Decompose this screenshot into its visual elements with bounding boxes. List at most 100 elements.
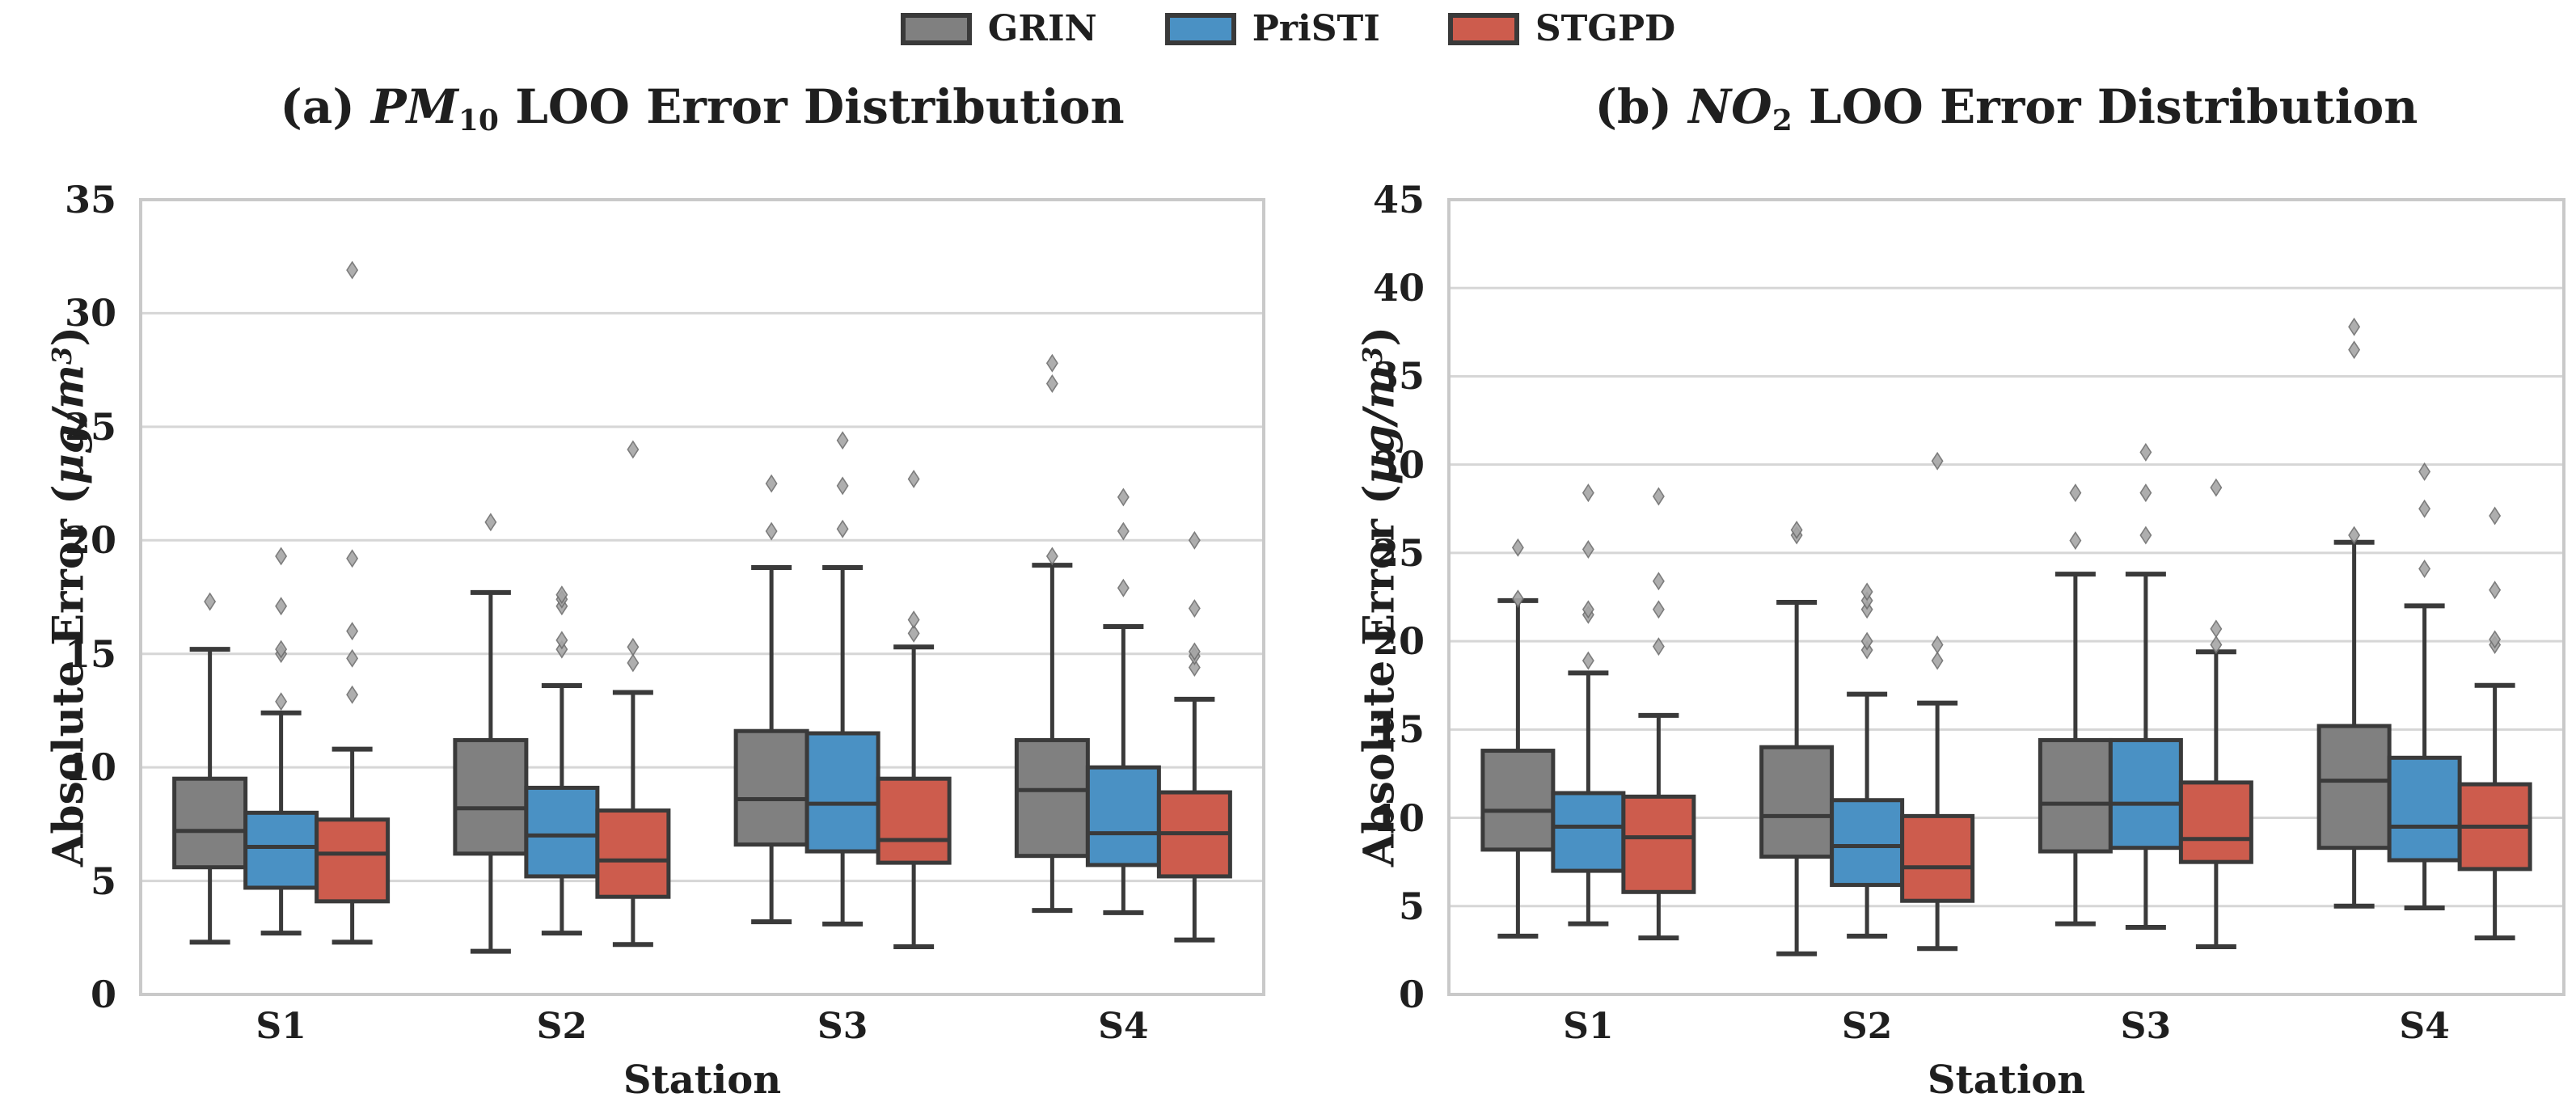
title-b-rest: LOO Error Distribution [1792,79,2418,134]
outlier-point [2210,478,2223,497]
chart-b-title: (b) NO2 LOO Error Distribution [1449,79,2564,137]
outlier-point [1581,600,1594,619]
legend: GRIN PriSTI STGPD [0,8,2576,50]
box-grin-s1 [1480,538,1556,939]
y-tick-label: 10 [64,745,116,790]
outlier-point [1188,658,1201,678]
stgpd-color-swatch [1447,13,1519,45]
outlier-point [2348,317,2361,336]
box-stgpd-s2 [1900,451,1975,952]
outlier-point [627,653,640,673]
title-a-subscript: 10 [458,103,499,137]
outlier-point [765,521,778,541]
outlier-point [2418,559,2431,579]
outlier-point [555,585,568,605]
outlier-point [2418,462,2431,481]
title-b-subscript: 2 [1772,103,1793,137]
outlier-point [346,685,359,704]
outlier-point [1581,483,1594,503]
outlier-point [1581,651,1594,670]
outlier-point [1188,642,1201,661]
x-tick-label: S1 [1563,1006,1614,1047]
box-pristi-s4 [2387,462,2462,910]
outlier-point [1045,547,1058,566]
y-tick-label: 15 [1372,707,1425,752]
outlier-point [1652,600,1665,619]
outlier-point [275,692,288,711]
outlier-point [765,474,778,493]
y-tick-label: 40 [1372,266,1425,310]
y-tick-label: 5 [1398,884,1425,928]
y-tick-label: 35 [64,178,116,222]
box-grin-s3 [733,474,809,925]
y-tick-label: 0 [1398,973,1425,1016]
outlier-point [555,631,568,650]
box-stgpd-s3 [2178,478,2253,950]
x-tick-label: S3 [817,1006,868,1047]
title-a-pollutant: PM [371,79,458,134]
title-b-prefix: (b) [1594,79,1689,134]
box-grin-s3 [2038,483,2113,927]
x-tick-label: S2 [1841,1006,1893,1047]
outlier-point [907,469,920,488]
box-stgpd-s3 [876,469,952,950]
grin-color-swatch [900,13,972,45]
outlier-point [2418,499,2431,518]
y-tick-label: 30 [1372,442,1425,487]
outlier-point [2489,580,2502,600]
outlier-point [2139,526,2152,545]
outlier-point [346,648,359,668]
box-pristi-s3 [2108,442,2183,930]
box-pristi-s2 [524,585,600,936]
x-tick-label: S4 [2399,1006,2450,1047]
outlier-point [1652,572,1665,591]
box-stgpd-s2 [595,440,671,948]
title-a-prefix: (a) [280,79,372,134]
outlier-point [275,597,288,616]
box-pristi-s3 [804,431,880,927]
outlier-point [627,440,640,459]
x-tick-label: S1 [255,1006,306,1047]
box-grin-s4 [1014,353,1090,914]
title-a-rest: LOO Error Distribution [498,79,1125,134]
outlier-point [2489,630,2502,649]
x-tick-label: S3 [2120,1006,2172,1047]
outlier-point [346,622,359,641]
outlier-point [907,610,920,630]
outlier-point [1045,374,1058,393]
y-tick-label: 20 [64,518,116,563]
outlier-point [1860,582,1873,602]
box-pristi-s1 [243,547,319,936]
chart-b-y-axis-label: Absolute Error (μg/m3) [1355,327,1404,867]
outlier-point [2489,506,2502,526]
legend-label-grin: GRIN [987,8,1097,49]
outlier-point [627,637,640,656]
y-tick-label: 35 [1372,354,1425,399]
chart-b-x-axis-label: Station [1927,1057,2086,1103]
box-pristi-s1 [1551,483,1626,927]
pristi-color-swatch [1164,13,1236,45]
outlier-point [1511,538,1524,557]
outlier-point [2348,526,2361,545]
legend-item-stgpd: STGPD [1447,8,1675,50]
x-tick-label: S2 [536,1006,588,1047]
outlier-point [1652,637,1665,656]
y-tick-label: 0 [90,973,116,1016]
legend-label-pristi: PriSTI [1252,8,1380,49]
box-stgpd-s4 [2457,506,2532,941]
ylabel-a-exponent: 3 [47,346,78,365]
box-grin-s2 [1759,521,1835,956]
outlier-point [484,513,497,532]
y-tick-label: 25 [1372,530,1425,575]
outlier-point [836,476,849,496]
outlier-point [1931,651,1944,670]
outlier-point [1117,521,1130,541]
outlier-point [1931,635,1944,654]
y-tick-label: 30 [64,291,116,336]
outlier-point [1790,521,1803,539]
outlier-point [204,592,217,611]
box-grin-s2 [453,513,529,954]
box-grin-s1 [172,592,248,945]
y-tick-label: 45 [1372,178,1425,222]
